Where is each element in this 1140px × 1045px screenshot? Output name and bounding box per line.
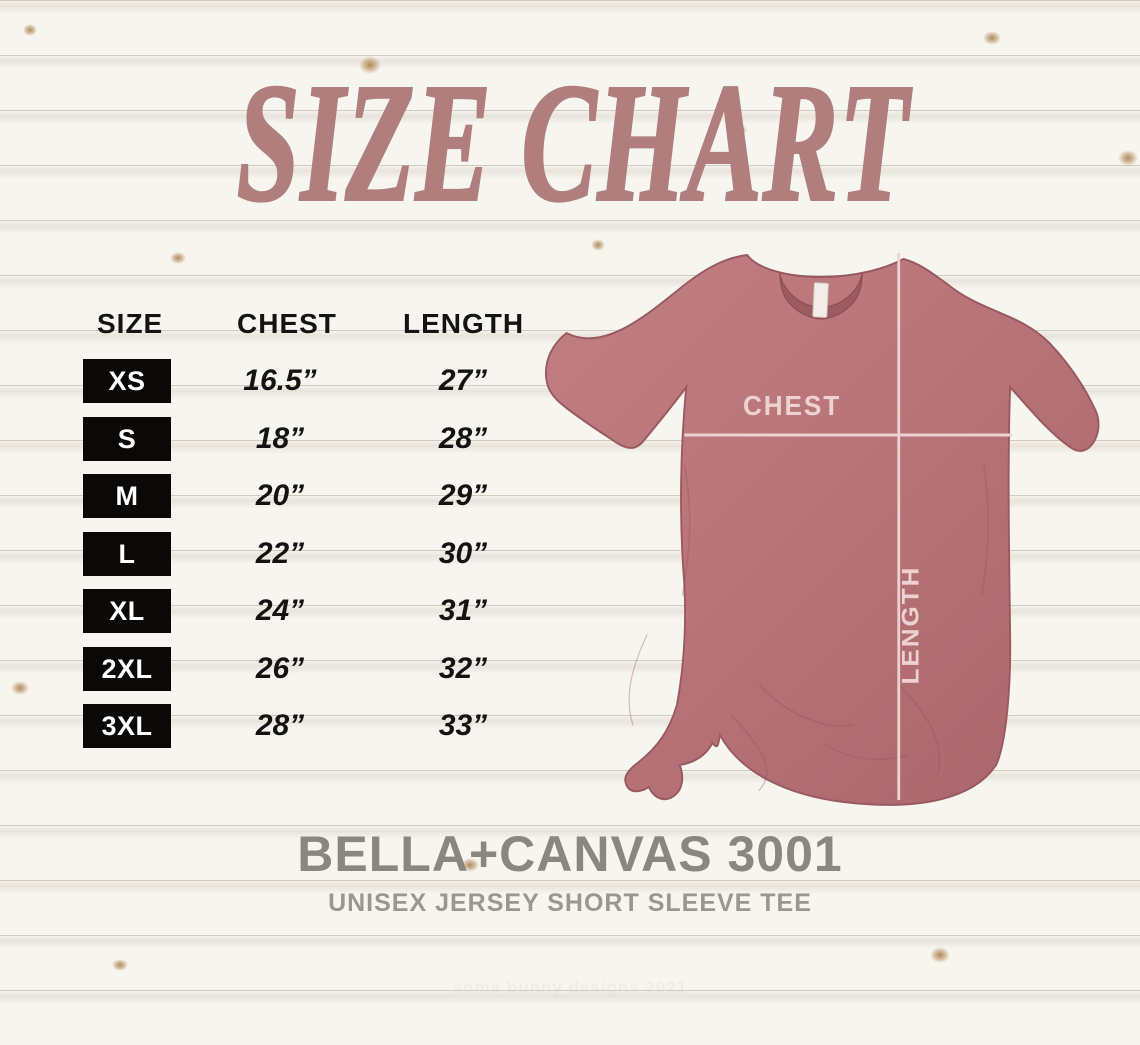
svg-text:SIZE CHART: SIZE CHART	[237, 50, 912, 220]
